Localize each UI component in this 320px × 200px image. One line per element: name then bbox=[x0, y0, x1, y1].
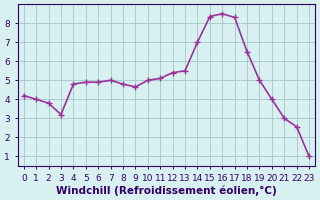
X-axis label: Windchill (Refroidissement éolien,°C): Windchill (Refroidissement éolien,°C) bbox=[56, 185, 277, 196]
